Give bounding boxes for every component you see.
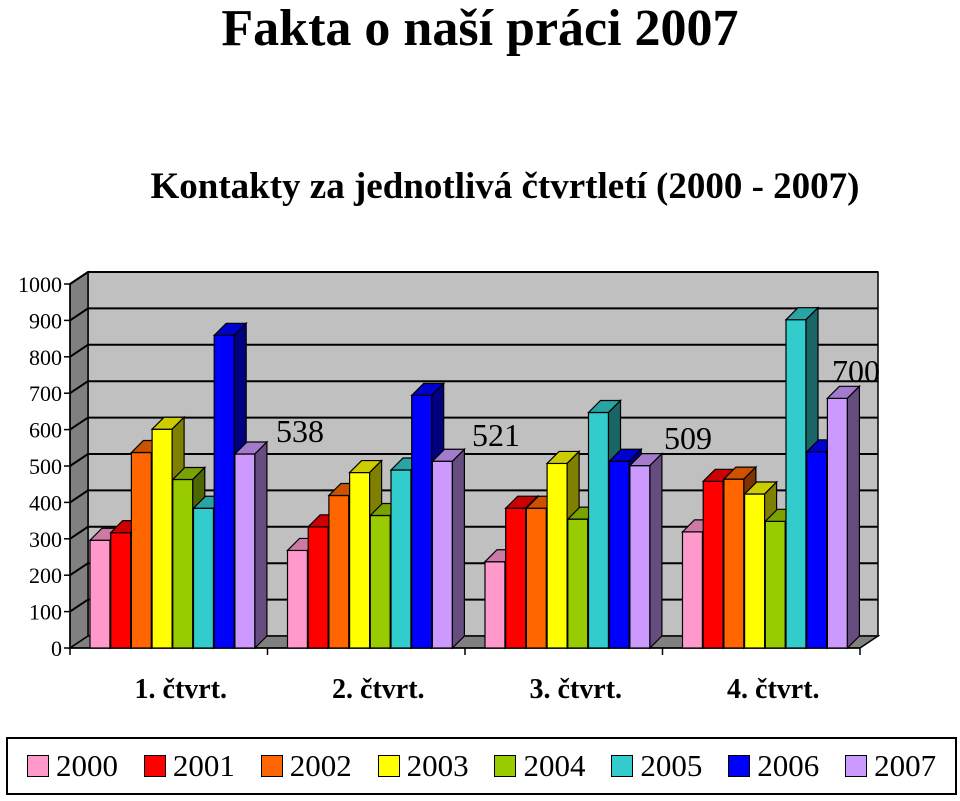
legend-item-2007: 2007 <box>845 749 936 783</box>
annotation-label: 521 <box>472 417 520 453</box>
y-tick-label: 400 <box>29 490 62 515</box>
legend-item-2003: 2003 <box>377 748 469 783</box>
legend-label: 2004 <box>523 748 586 783</box>
annotation-label: 509 <box>664 420 712 456</box>
legend-swatch <box>26 755 49 777</box>
y-tick-label: 100 <box>29 600 62 625</box>
legend: 2000 2001 2002 2003 2004 2005 2006 2007 <box>6 737 957 795</box>
legend-item-2005: 2005 <box>611 749 702 783</box>
x-tick-label: 1. čtvrt. <box>135 674 228 705</box>
y-tick-label: 700 <box>29 381 62 406</box>
gridline <box>69 343 878 358</box>
y-tick-label: 300 <box>29 527 62 552</box>
legend-item-2006: 2006 <box>728 749 819 783</box>
x-axis-labels: 1. čtvrt. 2. čtvrt. 3. čtvrt. 4. čtvrt. <box>69 648 861 705</box>
legend-swatch <box>260 755 283 777</box>
legend-label: 2007 <box>874 748 937 783</box>
legend-label: 2003 <box>406 748 469 783</box>
legend-label: 2001 <box>172 748 235 783</box>
gridline <box>69 271 878 285</box>
bar-2007-2 <box>430 447 466 650</box>
x-tick-label: 4. čtvrt. <box>727 674 820 705</box>
y-tick-label: 0 <box>51 636 62 661</box>
bars <box>88 306 861 650</box>
page-title: Fakta o naší práci 2007 <box>221 0 739 57</box>
chart-title: Kontakty za jednotlivá čtvrtletí (2000 -… <box>150 166 860 207</box>
annotations: 538 521 509 700 <box>276 353 880 456</box>
y-tick-label: 200 <box>29 563 62 588</box>
legend-swatch <box>845 755 868 777</box>
bar-2007-3 <box>628 452 664 650</box>
legend-item-2001: 2001 <box>143 748 235 783</box>
y-tick-label: 1000 <box>18 272 62 297</box>
y-tick-label: 800 <box>29 345 62 370</box>
legend-label: 2005 <box>640 748 703 783</box>
x-tick-label: 2. čtvrt. <box>332 674 425 705</box>
gridline <box>69 307 878 322</box>
x-tick-label: 3. čtvrt. <box>530 674 623 705</box>
y-tick-label: 500 <box>29 454 62 479</box>
y-tick-label: 600 <box>29 418 62 443</box>
legend-item-2004: 2004 <box>494 749 585 783</box>
legend-swatch <box>143 755 166 777</box>
bar-2007-4 <box>825 384 861 650</box>
annotation-label: 700 <box>832 353 880 389</box>
legend-swatch <box>494 755 517 777</box>
legend-label: 2006 <box>757 748 820 783</box>
legend-swatch <box>611 755 634 777</box>
bar-2007-1 <box>233 440 269 650</box>
chart-svg: 0 100 200 300 400 500 600 700 800 900 1000 1. čtvr… <box>18 270 881 705</box>
legend-swatch <box>377 755 400 777</box>
legend-item-2002: 2002 <box>260 748 352 783</box>
legend-item-2000: 2000 <box>26 748 118 783</box>
legend-label: 2002 <box>289 748 352 783</box>
legend-swatch <box>728 755 751 777</box>
y-tick-label: 900 <box>29 308 62 333</box>
gridline <box>69 380 878 395</box>
annotation-label: 538 <box>276 413 324 449</box>
legend-label: 2000 <box>55 748 118 783</box>
